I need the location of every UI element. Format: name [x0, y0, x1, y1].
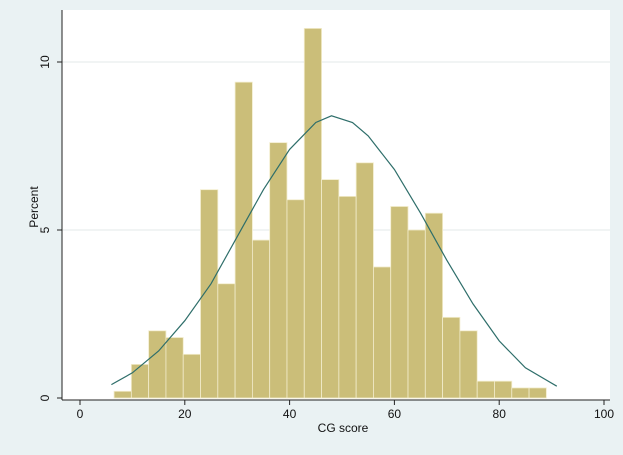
histogram-bar: [390, 206, 409, 399]
histogram-bar: [355, 162, 374, 399]
y-tick-label: 10: [38, 55, 52, 69]
histogram-bar: [251, 239, 271, 399]
bars: [113, 27, 547, 399]
histogram-bar: [338, 195, 357, 399]
histogram-bar: [424, 212, 444, 399]
histogram-bar: [148, 330, 167, 399]
y-axis-title: Percent: [27, 186, 41, 228]
histogram-bar: [182, 353, 201, 399]
histogram-bar: [269, 142, 288, 399]
histogram-bar: [373, 266, 392, 399]
tick-labels: 0 20 40 60 80 100 0 5 10: [38, 55, 614, 421]
x-tick-label: 80: [493, 407, 507, 421]
histogram-bar: [200, 189, 219, 399]
y-tick-label: 0: [38, 394, 52, 401]
histogram-bar: [459, 330, 478, 399]
x-tick-label: 40: [283, 407, 297, 421]
x-tick-label: 100: [594, 407, 614, 421]
histogram-bar: [130, 363, 150, 399]
histogram-bar: [511, 387, 530, 399]
x-tick-label: 60: [388, 407, 402, 421]
histogram-bar: [286, 199, 305, 399]
density-curve: [111, 115, 558, 387]
histogram-bar: [407, 229, 426, 399]
histogram-bar: [234, 81, 253, 399]
y-tick-label: 5: [38, 226, 52, 233]
x-axis-title: CG score: [318, 421, 369, 435]
histogram-bar: [476, 380, 495, 399]
histogram-bar: [113, 390, 132, 399]
x-tick-label: 0: [77, 407, 84, 421]
histogram-bar: [442, 316, 461, 399]
histogram-bar: [528, 387, 547, 399]
histogram-bar: [165, 337, 184, 399]
x-tick-label: 20: [178, 407, 192, 421]
histogram-bar: [321, 179, 340, 399]
histogram-bar: [217, 283, 236, 399]
histogram-bar: [494, 380, 513, 399]
histogram-bar: [303, 27, 322, 399]
